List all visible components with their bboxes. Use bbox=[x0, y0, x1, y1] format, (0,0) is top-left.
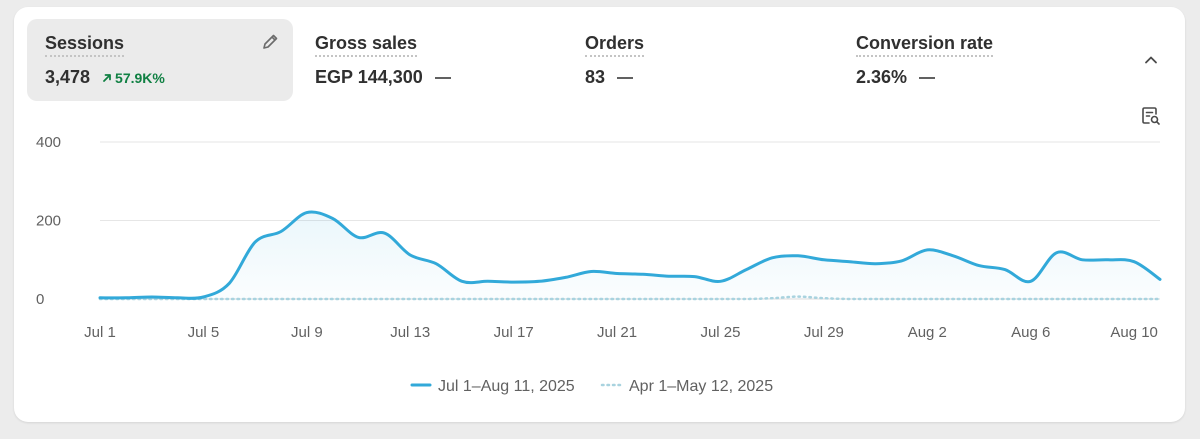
pencil-icon bbox=[263, 34, 278, 49]
legend-label-apr-may: Apr 1–May 12, 2025 bbox=[629, 378, 773, 395]
metric-gross-sales[interactable]: Gross sales EGP 144,300 bbox=[297, 19, 559, 101]
analytics-card: Sessions 3,478 57.9K% Gross sales EGP 14… bbox=[14, 7, 1185, 422]
metric-sessions[interactable]: Sessions 3,478 57.9K% bbox=[27, 19, 293, 101]
metric-label: Sessions bbox=[45, 33, 125, 57]
series-area-fill bbox=[100, 212, 1160, 299]
metric-label: Orders bbox=[585, 33, 645, 57]
metric-value: 83 bbox=[585, 67, 606, 87]
x-tick-label: Jul 17 bbox=[494, 324, 534, 341]
x-tick-label: Jul 29 bbox=[804, 324, 844, 341]
collapse-button[interactable] bbox=[1138, 47, 1164, 73]
edit-button[interactable] bbox=[259, 31, 281, 53]
x-tick-label: Aug 6 bbox=[1011, 324, 1050, 341]
arrow-up-right-icon bbox=[103, 73, 111, 82]
chevron-up-icon bbox=[1145, 56, 1157, 64]
chart-legend: Jul 1–Aug 11, 2025 Apr 1–May 12, 2025 bbox=[410, 378, 773, 395]
x-tick-label: Jul 9 bbox=[291, 324, 323, 341]
metric-label: Gross sales bbox=[315, 33, 418, 57]
search-document-icon bbox=[1142, 107, 1160, 125]
series-line-jul-aug bbox=[98, 210, 1162, 300]
sessions-line-chart: 0 200 400 Jul 1 Jul 5 Jul 9 Jul 13 Jul 17 Jul 2… bbox=[36, 134, 1162, 395]
series-line-apr-may bbox=[98, 295, 1162, 301]
trend-badge: 57.9K% bbox=[102, 70, 165, 86]
trend-value: 57.9K% bbox=[115, 69, 165, 86]
metric-value: 2.36% bbox=[856, 67, 908, 87]
x-tick-label: Jul 1 bbox=[84, 324, 116, 341]
x-tick-label: Jul 21 bbox=[597, 324, 637, 341]
no-change-dash bbox=[434, 76, 451, 79]
y-tick-label: 0 bbox=[36, 291, 44, 308]
metric-value: 3,478 bbox=[45, 67, 91, 87]
metric-value: EGP 144,300 bbox=[315, 67, 423, 87]
x-tick-label: Aug 2 bbox=[908, 324, 947, 341]
x-tick-label: Jul 13 bbox=[390, 324, 430, 341]
metric-label: Conversion rate bbox=[856, 33, 994, 57]
metric-orders[interactable]: Orders 83 bbox=[567, 19, 829, 101]
no-change-dash bbox=[919, 76, 936, 79]
legend-label-jul-aug: Jul 1–Aug 11, 2025 bbox=[438, 378, 575, 395]
x-tick-label: Jul 25 bbox=[700, 324, 740, 341]
x-tick-label: Jul 5 bbox=[188, 324, 220, 341]
y-tick-label: 200 bbox=[36, 213, 61, 230]
metric-conversion-rate[interactable]: Conversion rate 2.36% bbox=[838, 19, 1100, 101]
no-change-dash bbox=[617, 76, 634, 79]
chart-search-button[interactable] bbox=[1138, 103, 1164, 129]
x-tick-label: Aug 10 bbox=[1110, 324, 1158, 341]
y-tick-label: 400 bbox=[36, 134, 61, 151]
